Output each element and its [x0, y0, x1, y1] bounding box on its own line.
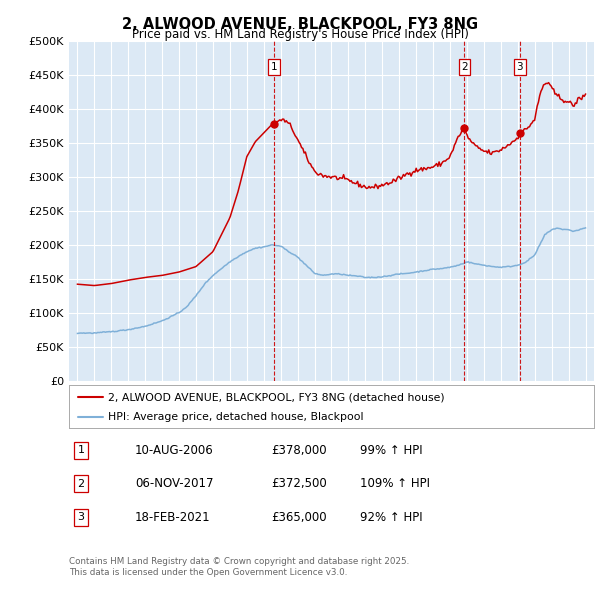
Text: 10-AUG-2006: 10-AUG-2006: [135, 444, 214, 457]
Text: 99% ↑ HPI: 99% ↑ HPI: [360, 444, 422, 457]
Text: Contains HM Land Registry data © Crown copyright and database right 2025.: Contains HM Land Registry data © Crown c…: [69, 558, 409, 566]
Text: 3: 3: [517, 62, 523, 72]
Text: 2, ALWOOD AVENUE, BLACKPOOL, FY3 8NG (detached house): 2, ALWOOD AVENUE, BLACKPOOL, FY3 8NG (de…: [109, 392, 445, 402]
Text: 2: 2: [77, 479, 85, 489]
Text: £378,000: £378,000: [271, 444, 327, 457]
Text: 92% ↑ HPI: 92% ↑ HPI: [360, 511, 422, 524]
Text: 3: 3: [77, 513, 85, 522]
Text: £365,000: £365,000: [271, 511, 327, 524]
Text: 2: 2: [461, 62, 468, 72]
Text: Price paid vs. HM Land Registry's House Price Index (HPI): Price paid vs. HM Land Registry's House …: [131, 28, 469, 41]
Text: 06-NOV-2017: 06-NOV-2017: [135, 477, 214, 490]
Text: 109% ↑ HPI: 109% ↑ HPI: [360, 477, 430, 490]
Text: 1: 1: [271, 62, 277, 72]
Text: 18-FEB-2021: 18-FEB-2021: [135, 511, 211, 524]
Text: This data is licensed under the Open Government Licence v3.0.: This data is licensed under the Open Gov…: [69, 568, 347, 577]
Text: 1: 1: [77, 445, 85, 455]
Text: £372,500: £372,500: [271, 477, 327, 490]
Text: HPI: Average price, detached house, Blackpool: HPI: Average price, detached house, Blac…: [109, 412, 364, 422]
Text: 2, ALWOOD AVENUE, BLACKPOOL, FY3 8NG: 2, ALWOOD AVENUE, BLACKPOOL, FY3 8NG: [122, 17, 478, 31]
